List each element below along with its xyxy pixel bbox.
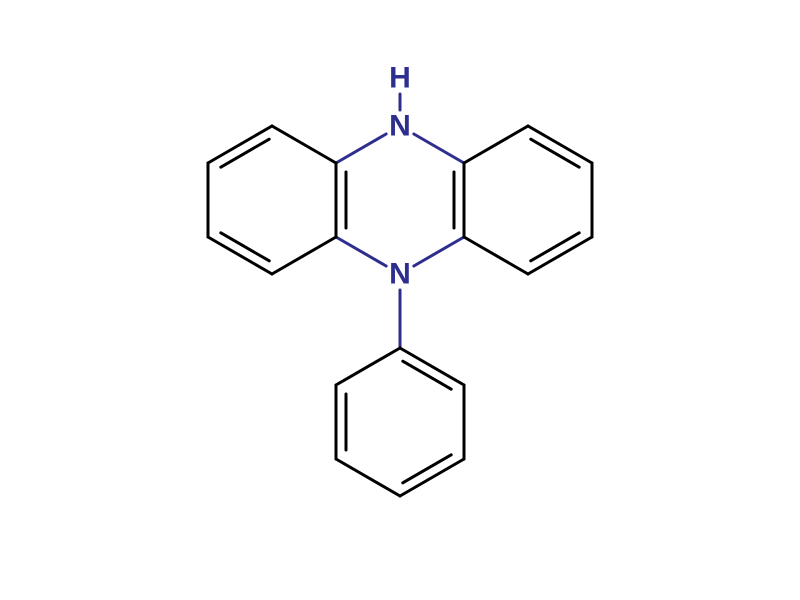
bond-P6-P1: [336, 348, 400, 385]
atom-label-N_mid: N: [389, 258, 411, 291]
atom-label-N_top: N: [389, 110, 411, 143]
bond-L_o_b-L_in_b: [272, 237, 336, 274]
bond-L_in_t-L_o_t: [272, 126, 336, 163]
atom-label-H_top: H: [389, 62, 411, 95]
bond-R_o_b-R_in_b: [464, 237, 528, 274]
bond-P4-P5: [336, 459, 400, 496]
molecule-diagram: NHN: [0, 0, 800, 600]
bond-R_in_t-R_o_t: [464, 126, 528, 163]
bond-R_o_t-R_f_t-inner: [531, 139, 579, 167]
bond-R_f_b-R_o_b-inner: [531, 233, 579, 261]
bond-N_top-L_in_t: [336, 134, 386, 163]
bond-L_o_t-L_f_t-inner: [221, 139, 269, 167]
bond-N_top-R_in_t: [414, 134, 464, 163]
bond-L_f_b-L_o_b-inner: [221, 233, 269, 261]
bond-N_mid-L_in_b: [336, 237, 386, 266]
bond-P1-P2-inner: [403, 361, 451, 389]
bonds-layer: [208, 94, 592, 496]
bond-P3-P4-inner: [403, 455, 451, 483]
bond-N_mid-R_in_b: [414, 237, 464, 266]
